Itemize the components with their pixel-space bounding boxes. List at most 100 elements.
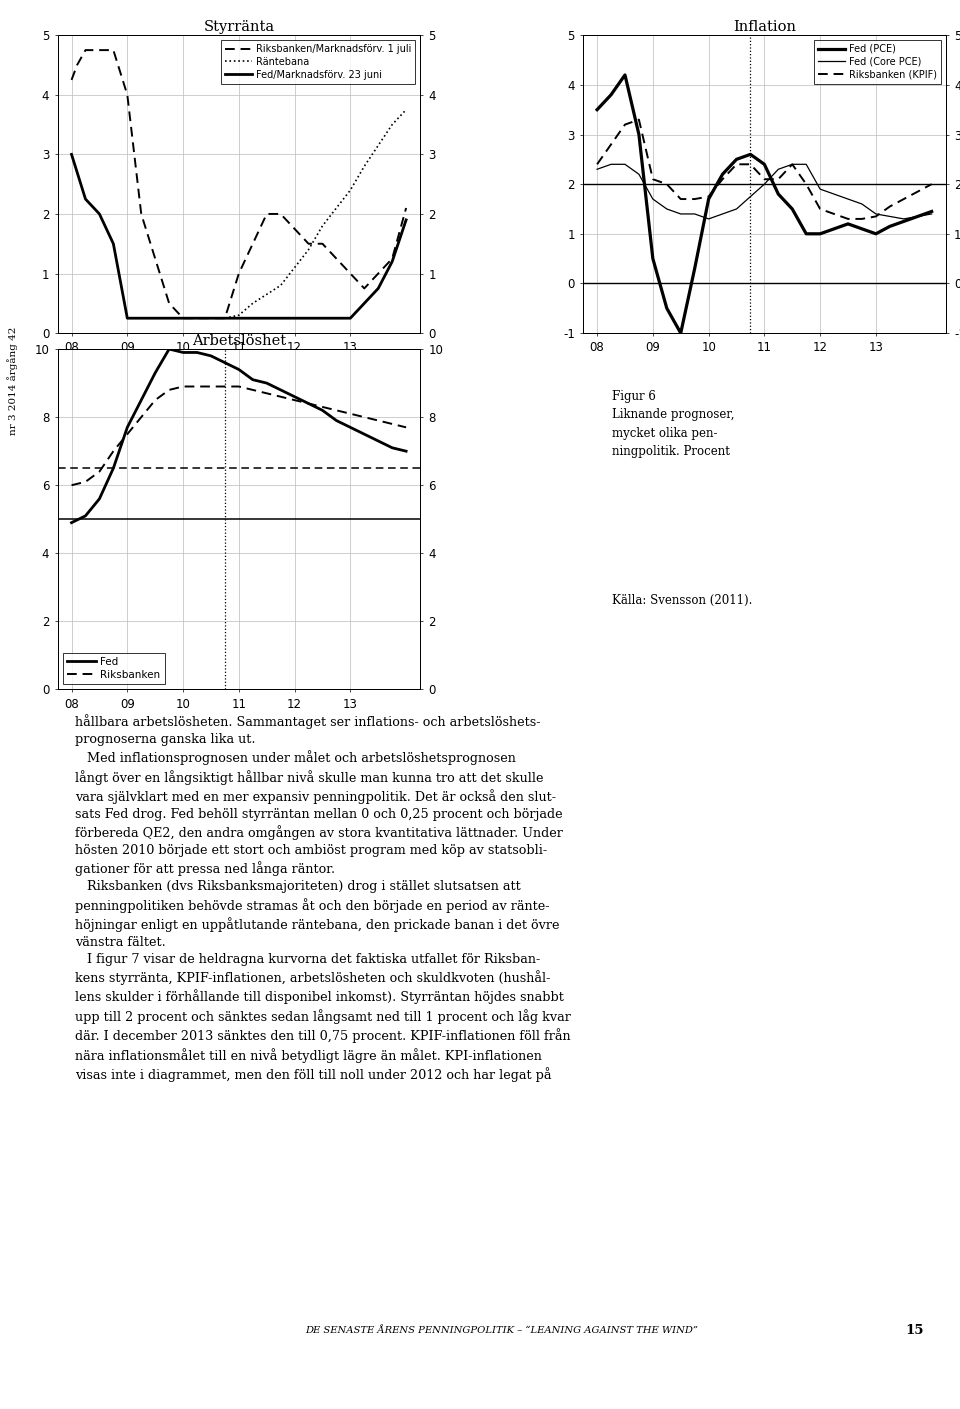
Title: Inflation: Inflation [732,20,796,34]
Riksbanken (KPIF) [605,137,616,154]
Riksbanken (KPIF) [801,176,812,193]
Fed (Core PCE) [786,156,798,173]
Riksbanken [345,406,356,423]
Fed (PCE) [717,166,729,183]
Räntebana [345,182,356,199]
Fed (Core PCE) [634,166,645,183]
Riksbanken (KPIF) [717,170,729,187]
Riksbanken/Marknadsförv. 1 juli [191,310,203,327]
Riksbanken/Marknadsförv. 1 juli [71,56,83,73]
Fed (Core PCE) [856,196,868,213]
Riksbanken [66,476,78,493]
Fed (PCE) [912,209,924,225]
Riksbanken [372,411,384,428]
Fed [205,348,217,365]
Riksbanken [275,389,286,406]
Fed (Core PCE) [703,210,714,227]
Riksbanken (KPIF) [647,170,659,187]
Fed (Core PCE) [925,206,937,223]
Line: Riksbanken: Riksbanken [72,386,406,485]
Fed [178,344,189,361]
Fed [289,389,300,406]
Fed/Marknadsförv. 23 juni [150,310,161,327]
Fed (PCE) [661,300,673,317]
Fed (PCE) [619,66,631,83]
Riksbanken/Marknadsförv. 1 juli [150,251,161,268]
Riksbanken/Marknadsförv. 1 juli [80,42,91,59]
Fed (Core PCE) [647,190,659,207]
Line: Fed (PCE): Fed (PCE) [597,75,931,333]
Fed/Marknadsförv. 23 juni [205,310,217,327]
Fed (PCE) [925,203,937,220]
Riksbanken/Marknadsförv. 1 juli [317,235,328,252]
Fed (PCE) [801,225,812,242]
Fed/Marknadsförv. 23 juni [387,254,398,271]
Fed [135,392,147,409]
Fed/Marknadsförv. 23 juni [261,310,273,327]
Fed (Core PCE) [814,180,826,197]
Fed [191,344,203,361]
Fed/Marknadsförv. 23 juni [330,310,342,327]
Riksbanken (KPIF) [856,210,868,227]
Fed [247,371,258,387]
Riksbanken (KPIF) [870,209,881,225]
Räntebana [330,200,342,217]
Title: Styrränta: Styrränta [204,20,275,34]
Fed/Marknadsförv. 23 juni [122,310,133,327]
Räntebana [275,278,286,294]
Fed [317,402,328,418]
Riksbanken [163,382,175,399]
Fed [275,382,286,399]
Riksbanken [358,409,370,426]
Riksbanken [80,473,91,490]
Riksbanken (KPIF) [591,156,603,173]
Line: Fed (Core PCE): Fed (Core PCE) [597,165,931,218]
Riksbanken (KPIF) [828,206,840,223]
Fed (PCE) [898,213,909,230]
Fed/Marknadsförv. 23 juni [178,310,189,327]
Fed [66,514,78,531]
Räntebana [219,310,230,327]
Fed/Marknadsförv. 23 juni [233,310,245,327]
Räntebana [400,101,412,118]
Fed/Marknadsförv. 23 juni [289,310,300,327]
Fed (Core PCE) [884,209,896,225]
Riksbanken/Marknadsförv. 1 juli [302,235,314,252]
Riksbanken (KPIF) [758,170,770,187]
Fed (Core PCE) [758,176,770,193]
Line: Fed/Marknadsförv. 23 juni: Fed/Marknadsförv. 23 juni [72,155,406,318]
Fed (PCE) [591,101,603,118]
Fed/Marknadsförv. 23 juni [163,310,175,327]
Riksbanken (KPIF) [661,176,673,193]
Fed (PCE) [842,216,853,232]
Fed (Core PCE) [773,161,784,178]
Räntebana [387,116,398,132]
Räntebana [247,294,258,311]
Fed [358,426,370,442]
Riksbanken (KPIF) [773,170,784,187]
Text: nr 3 2014 årgång 42: nr 3 2014 årgång 42 [7,327,18,434]
Fed (Core PCE) [689,206,701,223]
Fed (PCE) [731,151,742,168]
Text: hållbara arbetslösheten. Sammantaget ser inflations- och arbetslöshets-
prognose: hållbara arbetslösheten. Sammantaget ser… [75,714,571,1082]
Riksbanken [317,399,328,416]
Fed (PCE) [689,261,701,278]
Räntebana [358,158,370,175]
Riksbanken/Marknadsförv. 1 juli [372,265,384,282]
Riksbanken [205,378,217,395]
Fed (Core PCE) [661,200,673,217]
Fed (PCE) [634,125,645,142]
Text: Figur 6
Liknande prognoser,
mycket olika pen-
ningpolitik. Procent: Figur 6 Liknande prognoser, mycket olika… [612,390,734,458]
Fed (PCE) [605,86,616,103]
Riksbanken/Marknadsförv. 1 juli [233,265,245,282]
Text: DE SENASTE ÅRENS PENNINGPOLITIK – “LEANING AGAINST THE WIND”: DE SENASTE ÅRENS PENNINGPOLITIK – “LEANI… [305,1326,698,1334]
Fed (Core PCE) [717,206,729,223]
Line: Riksbanken (KPIF): Riksbanken (KPIF) [597,120,931,218]
Riksbanken (KPIF) [912,183,924,200]
Riksbanken (KPIF) [619,116,631,132]
Riksbanken (KPIF) [703,189,714,206]
Riksbanken/Marknadsförv. 1 juli [275,206,286,223]
Riksbanken/Marknadsförv. 1 juli [247,235,258,252]
Fed (PCE) [703,190,714,207]
Riksbanken/Marknadsförv. 1 juli [387,251,398,268]
